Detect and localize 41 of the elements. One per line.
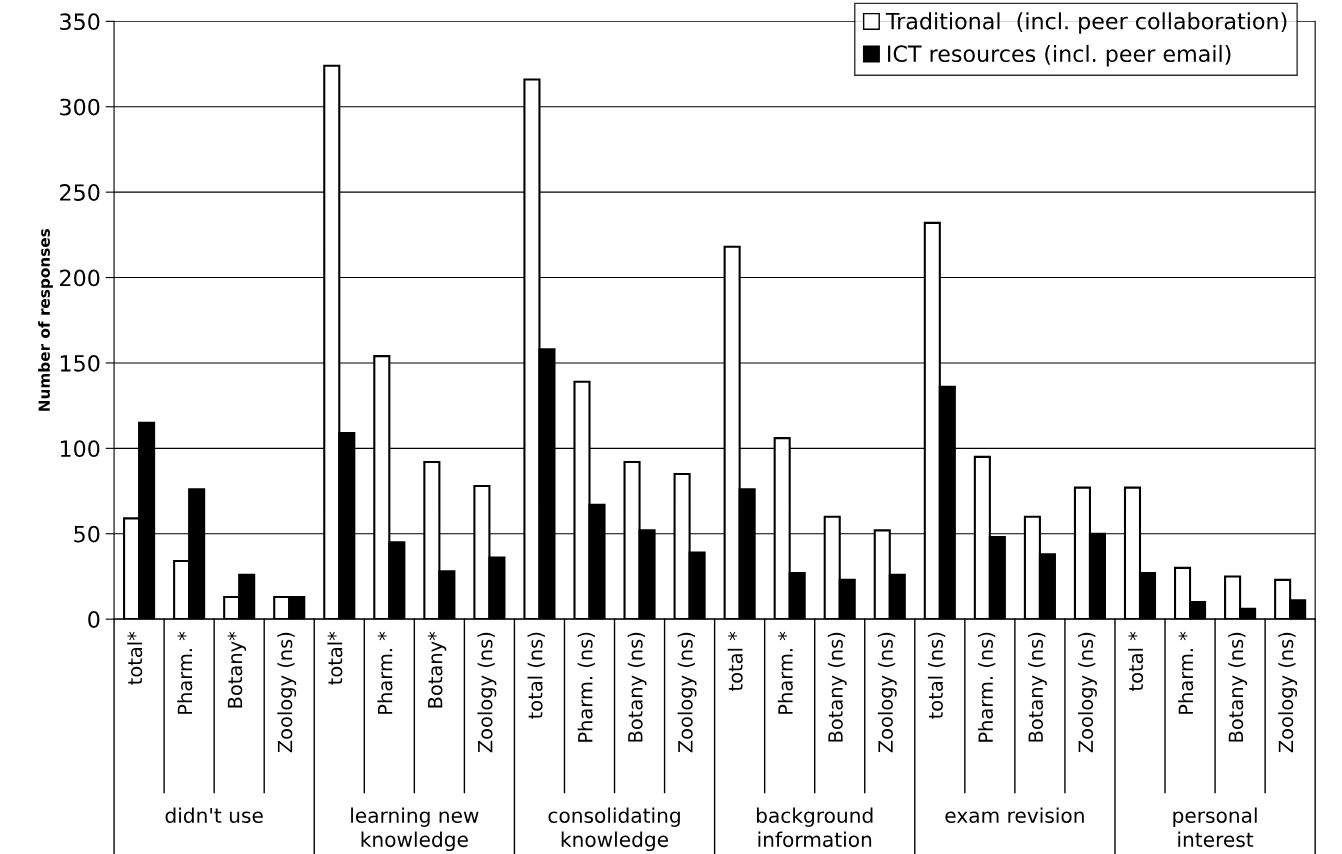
- y-tick-label: 50: [74, 525, 100, 543]
- text: background information: [756, 807, 873, 848]
- legend-label: ICT resources (incl. peer email): [888, 44, 1231, 67]
- x-tick-label: Botany*: [427, 631, 447, 708]
- x-tick-label: total (ns): [527, 632, 545, 719]
- y-tick-label: 250: [60, 184, 100, 201]
- y-tick-label: 100: [60, 440, 100, 458]
- x-tick-label: Zoology (ns): [1278, 632, 1298, 753]
- text: personal interest: [1173, 807, 1257, 848]
- y-axis-title: Number of responses: [38, 228, 53, 411]
- x-tick-label: Pharm. *: [777, 631, 793, 714]
- y-tick-label: 150: [60, 354, 100, 372]
- x-tick-label: total *: [727, 631, 743, 691]
- x-tick-label: Pharm. *: [177, 631, 193, 714]
- y-tick-label: 0: [88, 611, 100, 628]
- x-tick-label: Pharm. *: [377, 631, 393, 714]
- x-tick-label: Zoology (ns): [1078, 632, 1097, 753]
- x-tick-label: Pharm. (ns): [977, 632, 996, 742]
- x-tick-label: Botany (ns): [627, 632, 647, 742]
- x-tick-label: Zoology (ns): [477, 632, 497, 753]
- text: didn't use: [165, 807, 263, 824]
- x-tick-label: total *: [1128, 631, 1144, 691]
- text: exam revision: [945, 807, 1084, 824]
- x-tick-label: total (ns): [927, 632, 946, 719]
- y-tick-label: 350: [60, 13, 100, 31]
- x-tick-label: Botany*: [227, 631, 247, 708]
- x-tick-label: Botany (ns): [1228, 632, 1247, 742]
- x-tick-label: Zoology (ns): [277, 632, 297, 753]
- x-tick-label: total*: [127, 631, 143, 685]
- x-tick-label: Zoology (ns): [877, 632, 897, 753]
- x-tick-label: Botany (ns): [827, 632, 847, 742]
- legend-label: Traditional (incl. peer collaboration): [885, 12, 1287, 34]
- x-tick-label: Botany (ns): [1028, 632, 1047, 742]
- x-tick-label: Pharm. (ns): [577, 632, 595, 742]
- x-tick-label: total*: [327, 631, 343, 685]
- x-tick-label: Zoology (ns): [677, 632, 697, 753]
- text: learning new knowledge: [351, 807, 479, 852]
- y-tick-label: 300: [60, 98, 100, 116]
- y-tick-label: 200: [60, 269, 100, 287]
- text: consolidating knowledge: [548, 807, 680, 852]
- x-tick-label: Pharm. *: [1178, 631, 1194, 714]
